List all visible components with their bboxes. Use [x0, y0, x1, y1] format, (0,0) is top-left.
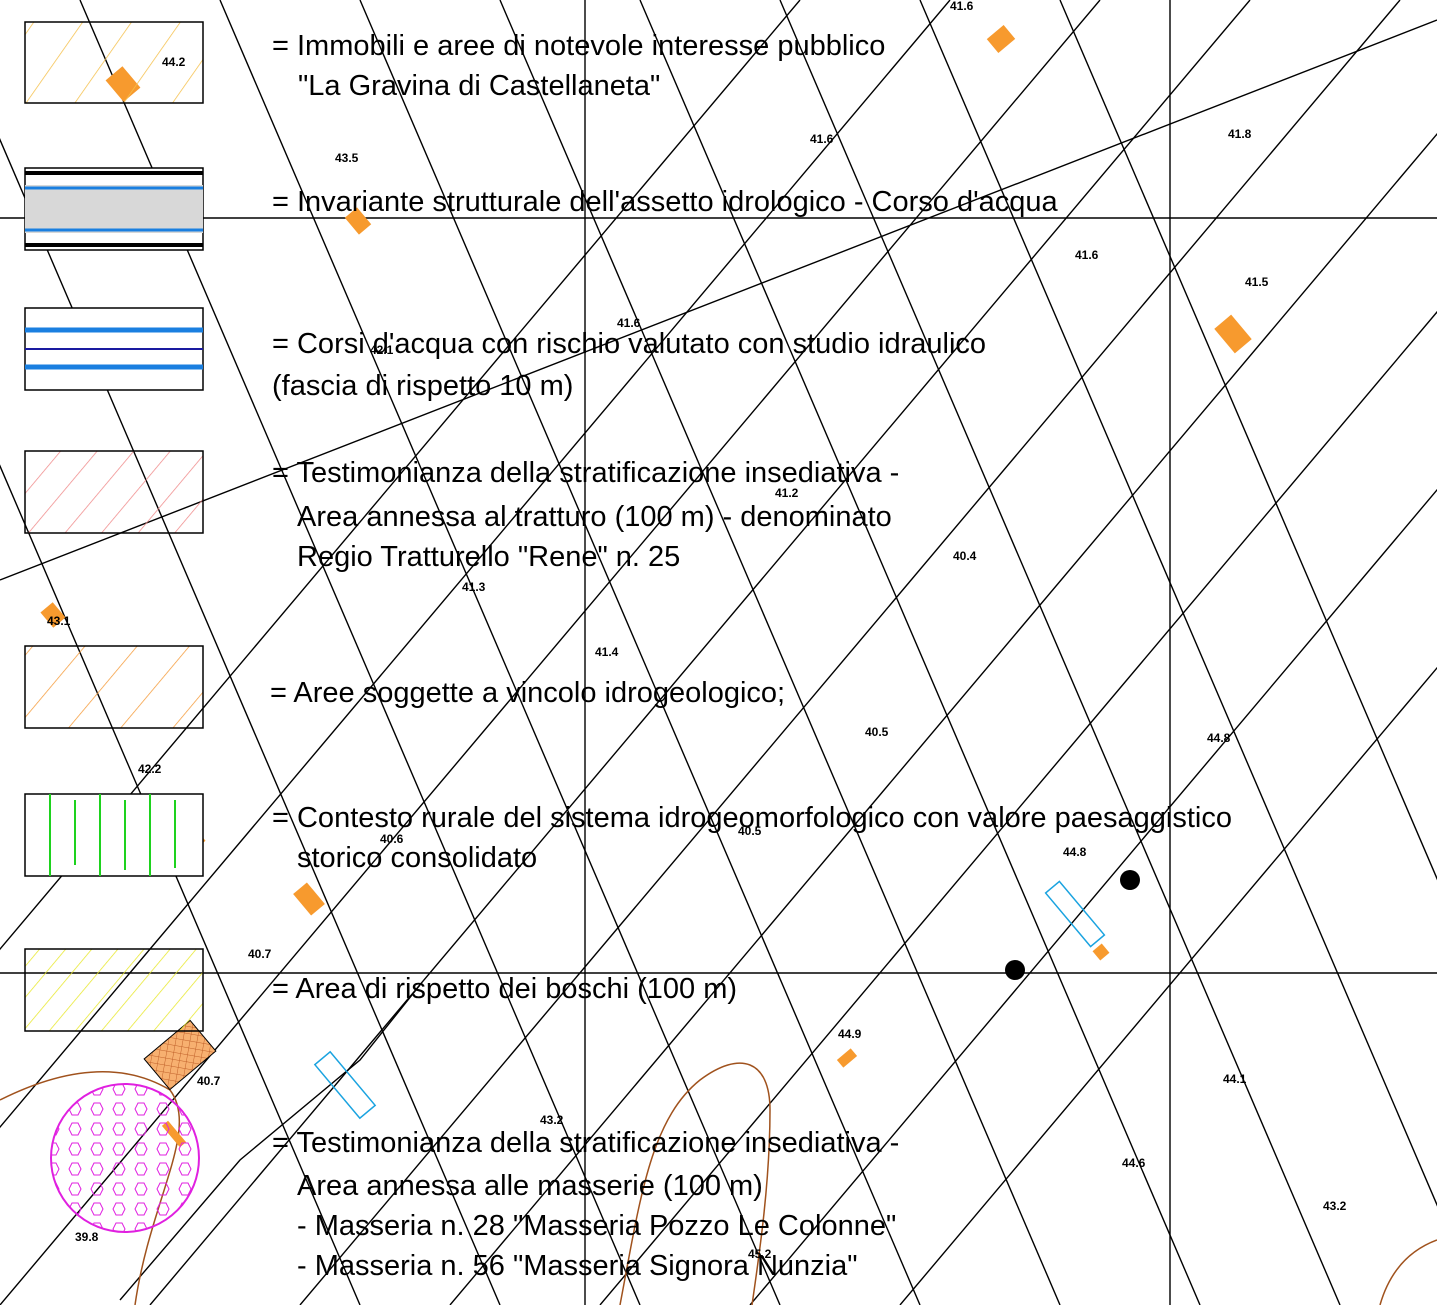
parcel-line — [499, 0, 1061, 1305]
spot-height: 39.8 — [75, 1230, 99, 1244]
spot-height: 44.1 — [1223, 1072, 1247, 1086]
parcel-line — [779, 0, 1341, 1305]
trees — [1005, 870, 1140, 980]
spot-height: 41.6 — [617, 316, 641, 330]
legend-text: Area annessa alle masserie (100 m) — [297, 1170, 763, 1202]
spot-height: 44.2 — [162, 55, 186, 69]
spot-height: 45.2 — [748, 1247, 772, 1261]
spot-height: 40.7 — [197, 1074, 221, 1088]
spot-height: 42.2 — [138, 762, 162, 776]
parcel-line — [219, 0, 781, 1305]
parcel-line — [0, 0, 951, 1129]
parcel-line — [899, 666, 1437, 1305]
legend-text: = Testimonianza della stratificazione in… — [272, 1127, 899, 1159]
spot-height: 44.8 — [1063, 845, 1087, 859]
legend-text: = Corsi d'acqua con rischio valutato con… — [272, 328, 986, 360]
legend-text: - Masseria n. 28 "Masseria Pozzo Le Colo… — [297, 1210, 896, 1242]
spot-height: 44.9 — [838, 1027, 862, 1041]
legend-text: = Area di rispetto dei boschi (100 m) — [272, 973, 737, 1005]
parcel-line — [1059, 0, 1437, 881]
legend-text: Area annessa al tratturo (100 m) - denom… — [297, 501, 892, 533]
legend-text: = Invariante strutturale dell'assetto id… — [272, 186, 1059, 218]
ponds — [313, 880, 1106, 1120]
legend-text: = Testimonianza della stratificazione in… — [272, 457, 899, 489]
spot-height: 43.1 — [47, 614, 71, 628]
legend-text: = Contesto rurale del sistema idrogeomor… — [272, 802, 1232, 834]
legend-text: = Aree soggette a vincolo idrogeologico; — [270, 677, 785, 709]
spot-height: 41.4 — [595, 645, 619, 659]
spot-height: 43.2 — [540, 1113, 564, 1127]
spot-height: 41.6 — [950, 0, 974, 13]
parcel-line — [749, 488, 1437, 1305]
spot-height: 43.2 — [1323, 1199, 1347, 1213]
legend-text: (fascia di rispetto 10 m) — [272, 370, 573, 402]
spot-height: 40.4 — [953, 549, 977, 563]
spot-height: 40.7 — [248, 947, 272, 961]
spot-height: 41.2 — [775, 486, 799, 500]
parcel-line — [359, 0, 921, 1305]
spot-height: 40.5 — [865, 725, 889, 739]
legend-text: = Immobili e aree di notevole interesse … — [272, 30, 885, 62]
spot-height: 41.6 — [810, 132, 834, 146]
parcel-line — [299, 0, 1401, 1305]
legend-text: "La Gravina di Castellaneta" — [298, 70, 660, 102]
parcel-line — [0, 0, 801, 951]
legend-text: storico consolidato — [297, 842, 537, 874]
spot-height: 41.5 — [1245, 275, 1269, 289]
parcel-line — [639, 0, 1201, 1305]
legend-text: - Masseria n. 56 "Masseria Signora Nunzi… — [297, 1250, 858, 1282]
spot-height: 41.8 — [1228, 127, 1252, 141]
building-grid — [143, 1019, 217, 1091]
spot-height: 41.3 — [462, 580, 486, 594]
spot-height: 44.6 — [1122, 1156, 1146, 1170]
spot-height: 40.5 — [738, 824, 762, 838]
legend-text: Regio Tratturello "Rene" n. 25 — [297, 541, 680, 573]
spot-height: 41.6 — [1075, 248, 1099, 262]
legend-symbols — [24, 21, 204, 1233]
parcel-line — [449, 132, 1437, 1305]
spot-height: 44.8 — [1207, 731, 1231, 745]
parcel-line — [0, 0, 1101, 1305]
spot-height: 43.5 — [335, 151, 359, 165]
parcel-line — [919, 0, 1437, 1207]
parcel-line — [599, 310, 1437, 1305]
spot-height: 42.1 — [370, 343, 394, 357]
spot-height: 40.6 — [380, 832, 404, 846]
